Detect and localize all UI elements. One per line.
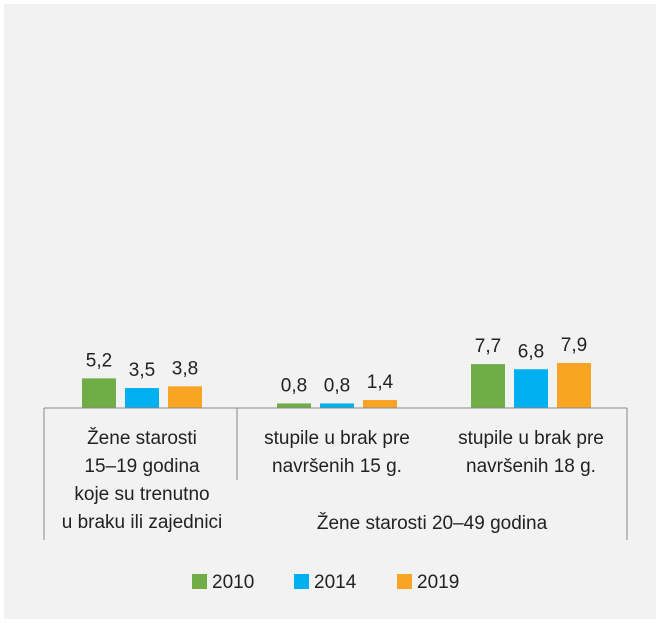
value-label: 3,5 <box>129 360 155 381</box>
value-label: 0,8 <box>324 375 350 396</box>
bar <box>471 364 505 408</box>
category-group-label: Žene starosti 20–49 godina <box>317 512 548 534</box>
value-label: 1,4 <box>367 372 394 393</box>
value-label: 3,8 <box>172 358 198 379</box>
x-tick-label: Žene starosti <box>87 427 197 449</box>
legend-label: 2014 <box>314 572 357 593</box>
value-label: 0,8 <box>281 375 307 396</box>
bar <box>557 362 591 408</box>
x-tick-label: 15–19 godina <box>84 456 200 477</box>
bar <box>514 369 548 408</box>
bar <box>82 378 116 408</box>
x-tick-label: stupile u brak pre <box>264 428 410 449</box>
legend-swatch <box>192 574 207 589</box>
x-tick-label: u braku ili zajednici <box>62 512 223 533</box>
legend-label: 2010 <box>212 572 254 593</box>
value-label: 7,9 <box>561 335 587 356</box>
bar <box>277 403 311 408</box>
bar <box>320 403 354 408</box>
x-tick-label: navršenih 15 g. <box>272 456 402 477</box>
legend-label: 2019 <box>417 572 459 593</box>
value-label: 5,2 <box>86 350 112 371</box>
value-label: 7,7 <box>475 336 501 357</box>
x-tick-label: koje su trenutno <box>74 484 209 505</box>
x-tick-label: navršenih 18 g. <box>466 456 596 477</box>
value-label: 6,8 <box>518 341 544 362</box>
legend-swatch <box>397 574 412 589</box>
chart-background <box>4 4 656 619</box>
bar <box>168 386 202 408</box>
x-tick-label: stupile u brak pre <box>458 428 604 449</box>
legend-swatch <box>294 574 309 589</box>
bar <box>125 388 159 408</box>
bar <box>363 400 397 408</box>
